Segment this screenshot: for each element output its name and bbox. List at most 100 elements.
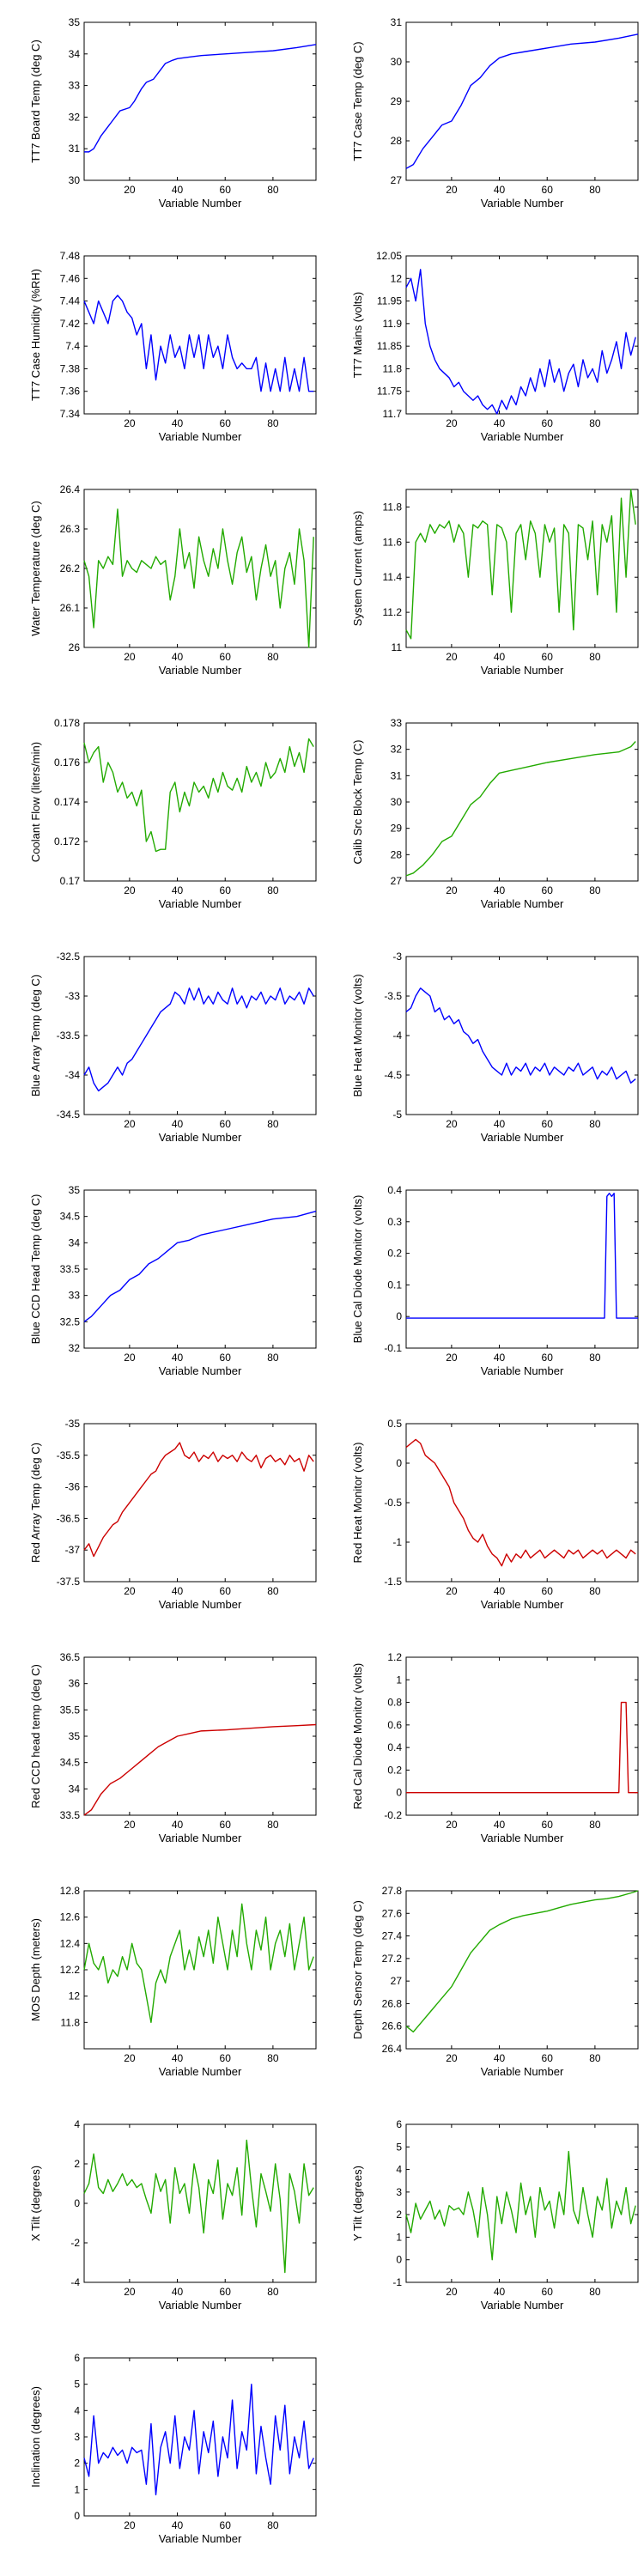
y-tick-label: 28 — [391, 135, 403, 147]
x-axis-label: Variable Number — [481, 664, 564, 677]
y-tick-label: 30 — [69, 174, 81, 186]
plot-frame — [83, 21, 317, 181]
x-tick-label: 40 — [172, 1819, 184, 1831]
x-axis-label: Variable Number — [159, 197, 242, 210]
y-tick-label: 34 — [69, 1783, 81, 1795]
chart-panel-14: -1.5 -1 -0.5 0 0.5 20 40 60 80 Variable Number Red… — [322, 1401, 644, 1635]
y-tick-label: 27 — [391, 875, 403, 887]
x-axis-label: Variable Number — [481, 2065, 564, 2078]
x-tick-label: 60 — [220, 884, 232, 896]
x-tick-label: 40 — [494, 651, 506, 663]
y-tick-label: 4 — [74, 2118, 80, 2130]
series-line-1 — [83, 1903, 314, 2024]
x-tick-label: 20 — [446, 884, 458, 896]
y-tick-label: 11.7 — [383, 408, 403, 420]
x-tick-label: 80 — [267, 884, 279, 896]
y-tick-label: 29 — [391, 823, 403, 835]
y-axis-label: TT7 Case Temp (deg C) — [351, 41, 364, 161]
y-tick-label: 0.4 — [387, 1184, 402, 1196]
y-axis-label: Red Cal Diode Monitor (volts) — [351, 1663, 364, 1810]
x-tick-label: 60 — [220, 417, 232, 429]
y-tick-label: 0.2 — [387, 1248, 402, 1260]
x-tick-label: 80 — [589, 1819, 601, 1831]
y-tick-label: 0.6 — [387, 1719, 402, 1731]
y-tick-label: 33 — [391, 717, 403, 729]
x-tick-label: 20 — [446, 651, 458, 663]
x-tick-label: 20 — [446, 2052, 458, 2064]
y-tick-label: 4 — [396, 2164, 402, 2176]
x-tick-label: 40 — [172, 2519, 184, 2531]
y-tick-label: 32.5 — [60, 1315, 81, 1327]
chart-6: 11 11.2 11.4 11.6 11.8 20 40 60 80 Variable Numbe… — [351, 489, 639, 677]
chart-panel-5: 26 26.1 26.2 26.3 26.4 20 40 60 80 Variable Numbe… — [0, 467, 322, 701]
y-tick-label: 36 — [69, 1678, 81, 1690]
x-tick-label: 40 — [172, 2286, 184, 2298]
y-axis-label: Blue CCD Head Temp (deg C) — [29, 1194, 42, 1345]
y-tick-label: 4 — [74, 2404, 80, 2416]
series-line-1 — [405, 740, 636, 877]
y-tick-label: 33 — [69, 80, 81, 92]
y-tick-label: 12.8 — [60, 1885, 81, 1897]
x-tick-label: 40 — [172, 1585, 184, 1597]
x-tick-label: 80 — [589, 184, 601, 196]
x-tick-label: 60 — [542, 2052, 554, 2064]
y-tick-label: 34 — [69, 1236, 81, 1249]
x-tick-label: 40 — [494, 1118, 506, 1130]
chart-20: -1 0 1 2 3 4 5 6 20 40 60 80 Variable Number Y Tilt (… — [351, 2118, 639, 2312]
y-tick-label: 7.46 — [60, 272, 81, 284]
x-tick-label: 80 — [267, 1819, 279, 1831]
y-tick-label: -36.5 — [57, 1512, 81, 1524]
series-line-1 — [83, 2383, 314, 2496]
plot-frame — [83, 255, 317, 415]
x-tick-label: 40 — [172, 2052, 184, 2064]
y-tick-label: 0.8 — [387, 1697, 402, 1709]
y-tick-label: 1 — [396, 1674, 402, 1686]
chart-panel-1: 30 31 32 33 34 35 20 40 60 80 Variable Number TT7 B… — [0, 0, 322, 234]
x-axis-label: Variable Number — [481, 430, 564, 443]
x-tick-label: 60 — [220, 1585, 232, 1597]
y-axis-label: Calib Src Block Temp (C) — [351, 740, 364, 865]
y-tick-label: 26.6 — [382, 2020, 403, 2032]
x-tick-label: 80 — [267, 2052, 279, 2064]
x-tick-label: 60 — [542, 884, 554, 896]
y-tick-label: -34.5 — [57, 1109, 81, 1121]
x-tick-label: 20 — [446, 1819, 458, 1831]
x-tick-label: 60 — [220, 184, 232, 196]
chart-4: 11.7 11.75 11.8 11.85 11.9 11.95 12 12.05 20 40 60… — [351, 250, 639, 443]
y-tick-label: 11.85 — [377, 340, 402, 352]
y-tick-label: 1 — [74, 2483, 80, 2495]
y-tick-label: -5 — [392, 1109, 402, 1121]
plot-frame — [405, 1189, 639, 1349]
x-tick-label: 80 — [267, 1585, 279, 1597]
x-axis-label: Variable Number — [159, 664, 242, 677]
x-tick-label: 20 — [124, 2286, 136, 2298]
x-tick-label: 60 — [220, 1819, 232, 1831]
x-tick-label: 60 — [542, 1352, 554, 1364]
y-tick-label: 0.2 — [387, 1764, 402, 1776]
y-tick-label: 0.176 — [54, 756, 80, 769]
plot-frame — [83, 1189, 317, 1349]
x-tick-label: 20 — [446, 417, 458, 429]
chart-panel-21: 0 1 2 3 4 5 6 20 40 60 80 Variable Number Inclinatio… — [0, 2336, 322, 2569]
y-tick-label: 0.5 — [387, 1418, 402, 1430]
chart-panel-20: -1 0 1 2 3 4 5 6 20 40 60 80 Variable Number Y Tilt (… — [322, 2102, 644, 2336]
y-tick-label: 26.2 — [60, 562, 81, 574]
x-tick-label: 60 — [542, 1819, 554, 1831]
y-axis-label: Depth Sensor Temp (deg C) — [351, 1900, 364, 2039]
series-line-1 — [405, 1890, 639, 2032]
x-tick-label: 80 — [589, 884, 601, 896]
chart-10: -5 -4.5 -4 -3.5 -3 20 40 60 80 Variable Number Blu… — [351, 951, 639, 1144]
series-line-1 — [405, 33, 639, 169]
x-tick-label: 80 — [267, 417, 279, 429]
y-tick-label: -37.5 — [57, 1576, 81, 1588]
y-tick-label: 12.05 — [376, 250, 402, 262]
plot-frame — [405, 2123, 639, 2283]
x-tick-label: 40 — [494, 1819, 506, 1831]
chart-13: -37.5 -37 -36.5 -36 -35.5 -35 20 40 60 80 Variable… — [29, 1418, 317, 1611]
chart-panel-18: 26.4 26.6 26.8 27 27.2 27.4 27.6 27.8 20 40 60 80 Va… — [322, 1868, 644, 2102]
chart-panel-11: 32 32.5 33 33.5 34 34.5 35 20 40 60 80 Variable Num… — [0, 1168, 322, 1401]
y-tick-label: 26.3 — [60, 523, 81, 535]
y-tick-label: 6 — [396, 2118, 402, 2130]
y-tick-label: -36 — [65, 1481, 81, 1493]
series-line-1 — [83, 1442, 314, 1558]
